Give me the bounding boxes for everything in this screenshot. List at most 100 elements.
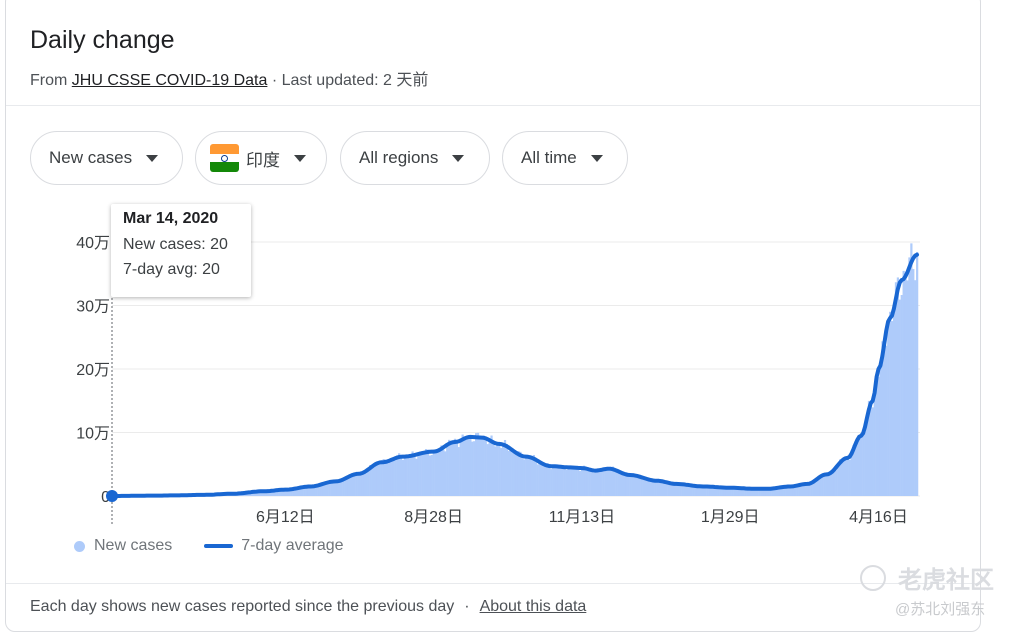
new-cases-bar [663, 482, 666, 496]
india-flag-icon [210, 144, 239, 172]
new-cases-bar [347, 475, 351, 496]
new-cases-bar [794, 485, 797, 496]
new-cases-bar [519, 451, 522, 496]
new-cases-bar [708, 486, 711, 496]
new-cases-bar [359, 474, 362, 496]
new-cases-bar [602, 469, 605, 496]
footer-divider [6, 583, 980, 584]
new-cases-bar [771, 488, 774, 496]
source-link[interactable]: JHU CSSE COVID-19 Data [71, 72, 268, 89]
new-cases-bar [565, 469, 568, 496]
y-tick-label: 40万 [76, 235, 110, 252]
new-cases-bar [883, 341, 886, 496]
new-cases-bar [906, 280, 909, 496]
new-cases-bar [309, 487, 312, 496]
new-cases-bar [436, 452, 439, 496]
new-cases-bar [729, 488, 732, 496]
legend-line-swatch [204, 544, 234, 548]
new-cases-bar [478, 439, 482, 496]
new-cases-bar [627, 474, 630, 496]
new-cases-bar [288, 489, 291, 496]
new-cases-bar [796, 484, 799, 496]
page-title: Daily change [30, 26, 175, 54]
new-cases-bar [808, 484, 811, 496]
new-cases-bar [865, 413, 869, 496]
new-cases-bar [268, 490, 272, 496]
new-cases-bar [761, 488, 765, 496]
new-cases-bar [604, 468, 607, 496]
hover-point [106, 489, 118, 502]
new-cases-bar [698, 486, 701, 496]
new-cases-bar [659, 480, 663, 496]
new-cases-bar [850, 455, 853, 496]
new-cases-bar [684, 485, 688, 496]
new-cases-bar [842, 460, 846, 496]
new-cases-bar [440, 445, 443, 496]
chevron-down-icon [590, 154, 603, 162]
new-cases-bar [802, 483, 805, 496]
new-cases-bar [681, 483, 684, 496]
new-cases-bar [754, 488, 757, 496]
about-data-link[interactable]: About this data [479, 598, 587, 615]
new-cases-bar [396, 455, 399, 496]
new-cases-bar [821, 477, 824, 496]
new-cases-bar [723, 487, 726, 496]
new-cases-bar [342, 478, 345, 496]
new-cases-bar [898, 299, 901, 496]
new-cases-bar [267, 491, 270, 496]
new-cases-bar [875, 376, 878, 496]
new-cases-bar [750, 489, 753, 496]
region-dropdown[interactable]: All regions [340, 131, 490, 185]
new-cases-bar [667, 481, 670, 496]
footer-note: Each day shows new cases reported since … [30, 598, 455, 615]
new-cases-bar [340, 479, 343, 496]
new-cases-bar [286, 489, 289, 496]
new-cases-bar [465, 439, 468, 496]
metric-dropdown[interactable]: New cases [30, 131, 183, 185]
new-cases-bar [856, 442, 859, 496]
new-cases-bar [688, 484, 692, 496]
watermark-handle: @苏北刘强东 [895, 601, 986, 618]
new-cases-bar [451, 442, 455, 496]
new-cases-bar [320, 484, 324, 496]
new-cases-bar [742, 488, 745, 496]
new-cases-bar [592, 472, 595, 496]
new-cases-bar [563, 469, 566, 496]
new-cases-bar [704, 485, 707, 496]
chevron-down-icon [452, 154, 465, 162]
new-cases-bar [336, 482, 339, 496]
new-cases-bar [567, 466, 570, 496]
new-cases-bar [315, 486, 318, 496]
new-cases-bar [251, 492, 254, 496]
chevron-down-icon [146, 154, 159, 162]
new-cases-bar [683, 483, 686, 496]
country-dropdown[interactable]: 印度 [195, 131, 327, 185]
new-cases-bar [390, 458, 393, 496]
new-cases-bar [785, 486, 788, 496]
new-cases-bar [455, 441, 458, 496]
new-cases-bar [332, 480, 335, 496]
x-tick-label: 6月12日 [256, 509, 315, 526]
new-cases-bar [536, 464, 539, 496]
new-cases-bar [831, 470, 834, 496]
new-cases-bar [405, 455, 408, 496]
metric-dropdown-label: New cases [49, 148, 133, 167]
new-cases-bar [432, 449, 435, 496]
new-cases-bar [353, 473, 356, 496]
new-cases-bar [586, 469, 589, 496]
new-cases-bar [638, 474, 641, 496]
new-cases-bar [371, 465, 374, 496]
new-cases-bar [756, 489, 759, 496]
period-dropdown[interactable]: All time [502, 131, 628, 185]
new-cases-bar [515, 454, 518, 496]
new-cases-bar [311, 486, 314, 496]
new-cases-bar [527, 456, 530, 496]
new-cases-bar [490, 435, 493, 496]
new-cases-bar [496, 443, 499, 496]
new-cases-bar [544, 465, 547, 496]
new-cases-bar [738, 487, 742, 496]
new-cases-bar [702, 486, 705, 496]
new-cases-bar [442, 449, 445, 496]
new-cases-bar [261, 490, 264, 496]
